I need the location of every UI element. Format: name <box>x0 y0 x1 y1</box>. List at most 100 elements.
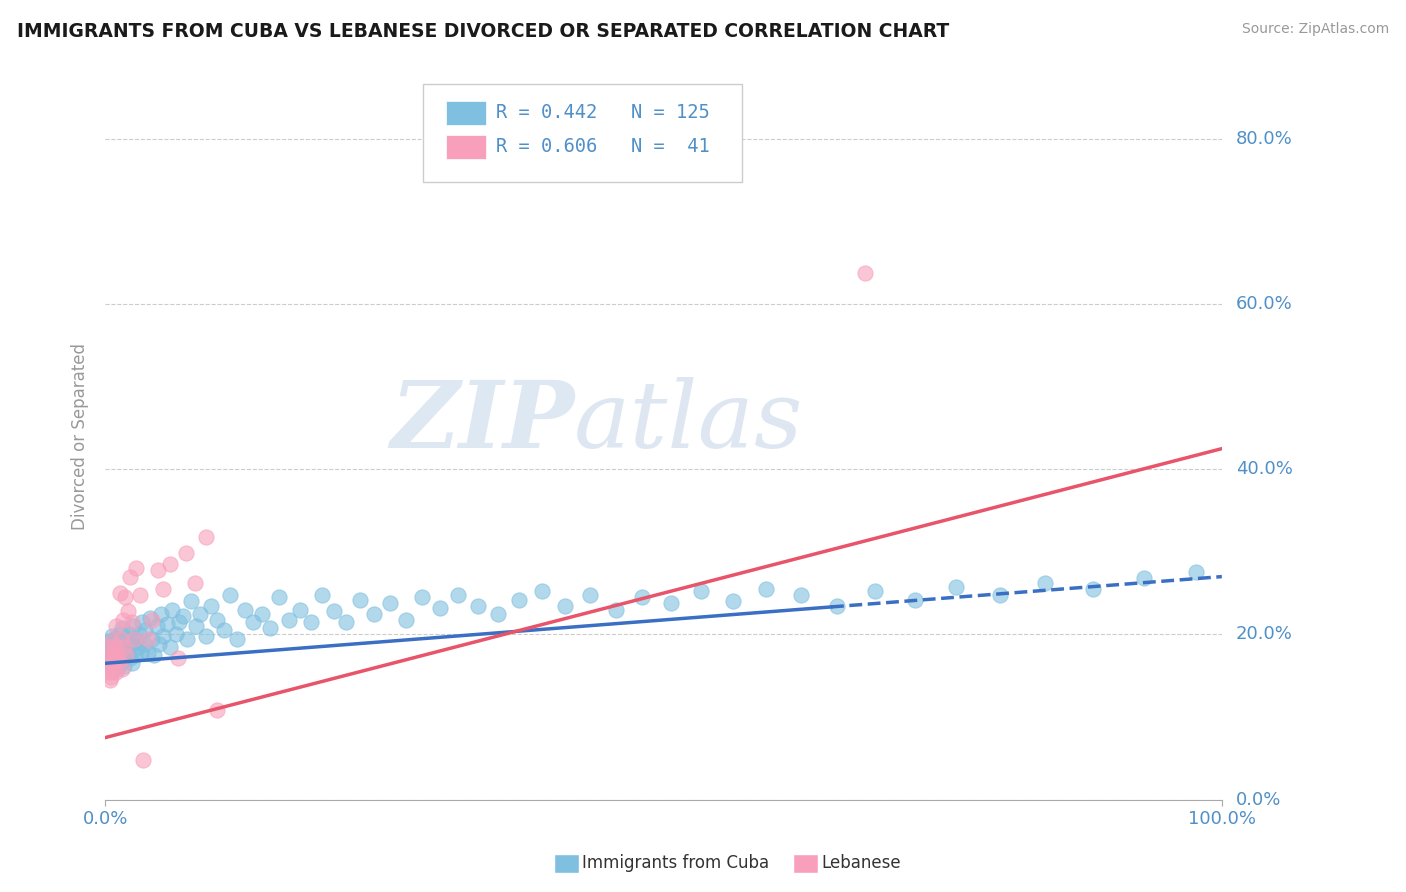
Point <box>97 657 120 671</box>
Point <box>127 640 149 654</box>
Text: Immigrants from Cuba: Immigrants from Cuba <box>582 855 769 872</box>
Point <box>904 592 927 607</box>
Point <box>141 613 163 627</box>
Point <box>1185 566 1208 580</box>
Point <box>122 619 145 633</box>
Point <box>112 640 135 654</box>
Point <box>107 648 129 662</box>
Point <box>755 582 778 596</box>
Point <box>156 617 179 632</box>
Point <box>205 613 228 627</box>
Point <box>145 619 167 633</box>
Text: Lebanese: Lebanese <box>821 855 901 872</box>
Point <box>250 607 273 621</box>
Point <box>160 602 183 616</box>
Point <box>167 615 190 629</box>
Point <box>136 632 159 646</box>
Point <box>853 266 876 280</box>
Point <box>98 634 121 648</box>
Point <box>530 584 553 599</box>
FancyBboxPatch shape <box>446 135 486 160</box>
Point <box>335 615 357 629</box>
Point <box>659 596 682 610</box>
Point <box>100 665 122 679</box>
Point <box>467 599 489 613</box>
Point <box>172 609 194 624</box>
Point <box>128 588 150 602</box>
Point <box>108 646 131 660</box>
Point <box>107 648 129 662</box>
Point <box>108 586 131 600</box>
Point <box>101 648 124 662</box>
Point <box>131 615 153 629</box>
Text: 0.0%: 0.0% <box>1236 790 1281 808</box>
Point <box>105 619 128 633</box>
Point <box>98 640 121 654</box>
Point <box>988 588 1011 602</box>
Point <box>152 582 174 596</box>
Point <box>226 632 249 646</box>
Point <box>118 650 141 665</box>
Point <box>101 646 124 660</box>
Point <box>101 662 124 676</box>
Point <box>176 632 198 646</box>
FancyBboxPatch shape <box>446 101 486 125</box>
Point <box>721 594 744 608</box>
Point <box>125 634 148 648</box>
Point <box>219 588 242 602</box>
Point <box>100 670 122 684</box>
Point <box>139 611 162 625</box>
Point <box>98 673 121 687</box>
Point <box>114 632 136 646</box>
Point <box>605 602 627 616</box>
Point <box>111 621 134 635</box>
Point <box>269 591 291 605</box>
Point <box>631 591 654 605</box>
Point <box>115 648 138 662</box>
Point <box>128 627 150 641</box>
Point <box>194 629 217 643</box>
Text: 20.0%: 20.0% <box>1236 625 1292 643</box>
Point <box>194 530 217 544</box>
Point <box>148 637 170 651</box>
Point <box>299 615 322 629</box>
Point <box>188 607 211 621</box>
Point <box>120 637 142 651</box>
Point <box>143 648 166 662</box>
Point <box>508 592 530 607</box>
Point <box>132 753 155 767</box>
Point <box>863 584 886 599</box>
Point <box>101 648 124 662</box>
Point <box>790 588 813 602</box>
Point <box>103 632 125 646</box>
Point <box>212 624 235 638</box>
Point <box>486 607 509 621</box>
Point <box>98 652 121 666</box>
Point <box>200 599 222 613</box>
Text: Source: ZipAtlas.com: Source: ZipAtlas.com <box>1241 22 1389 37</box>
Point <box>278 613 301 627</box>
Point <box>125 561 148 575</box>
Point <box>112 613 135 627</box>
Point <box>141 632 163 646</box>
Text: 80.0%: 80.0% <box>1236 130 1292 148</box>
Point <box>100 640 122 654</box>
Point <box>134 624 156 638</box>
Point <box>311 588 333 602</box>
Point <box>159 640 181 654</box>
Point <box>165 627 187 641</box>
Point <box>945 580 967 594</box>
Point <box>115 646 138 660</box>
Point <box>104 646 127 660</box>
Point <box>121 657 143 671</box>
Point <box>363 607 385 621</box>
Point <box>447 588 470 602</box>
Point <box>288 602 311 616</box>
Point <box>118 627 141 641</box>
Point <box>129 646 152 660</box>
Point <box>112 658 135 673</box>
Point <box>121 615 143 629</box>
Y-axis label: Divorced or Separated: Divorced or Separated <box>72 343 89 530</box>
Point <box>183 576 205 591</box>
Point <box>103 654 125 668</box>
